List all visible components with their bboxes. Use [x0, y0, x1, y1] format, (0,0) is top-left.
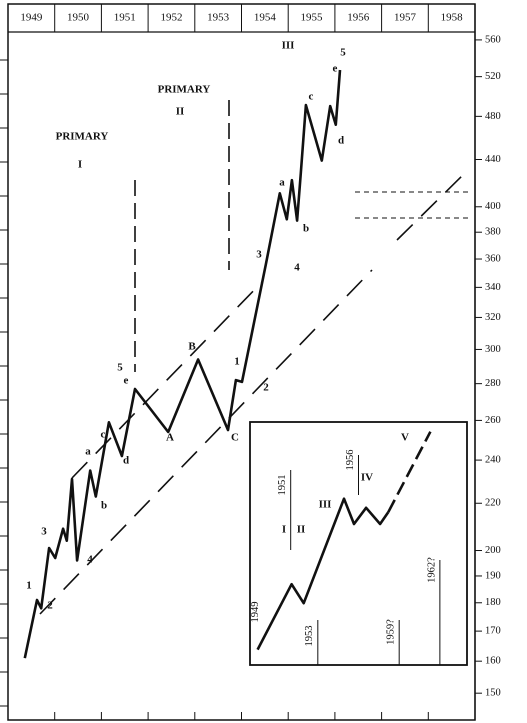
annotation: 5 — [117, 362, 123, 374]
annotation: 5 — [340, 47, 346, 59]
guide-line — [39, 269, 373, 615]
column-label: 1957 — [394, 12, 417, 24]
annotation: c — [101, 429, 106, 441]
annotation: 3 — [256, 249, 262, 261]
y-tick-label: 360 — [485, 253, 501, 264]
x-tick-label: 1949 — [250, 602, 261, 623]
x-tick-label: 1962? — [426, 557, 437, 583]
x-tick-label: 1951 — [277, 475, 288, 496]
y-tick-label: 150 — [485, 688, 501, 699]
y-tick-label: 480 — [485, 111, 501, 122]
annotation: 1 — [234, 356, 240, 368]
column-label: 1954 — [254, 12, 277, 24]
series-line — [387, 431, 432, 513]
annotation: e — [124, 375, 129, 387]
y-tick-label: 170 — [485, 626, 501, 637]
annotation: 4 — [294, 262, 300, 274]
annotation: a — [279, 177, 285, 189]
annotation: 3 — [41, 526, 47, 538]
column-label: 1956 — [347, 12, 370, 24]
annotation: PRIMARY — [158, 84, 211, 96]
inset-annotation: I — [282, 524, 286, 536]
series-line — [256, 497, 390, 651]
x-tick-label: 1956 — [345, 450, 356, 471]
annotation: d — [123, 455, 129, 467]
x-tick-label: 1953 — [304, 626, 315, 647]
annotation: A — [166, 432, 174, 444]
inset-annotation: III — [319, 499, 332, 511]
inset-annotation: IV — [361, 472, 373, 484]
annotation: c — [309, 91, 314, 103]
y-tick-label: 340 — [485, 282, 501, 293]
column-label: 1950 — [67, 12, 90, 24]
column-label: 1955 — [301, 12, 324, 24]
y-tick-label: 380 — [485, 227, 501, 238]
x-tick-label: 1959? — [386, 619, 397, 645]
y-tick-label: 440 — [485, 154, 501, 165]
column-label: 1951 — [114, 12, 136, 24]
y-tick-label: 400 — [485, 201, 501, 212]
y-tick-label: 180 — [485, 597, 501, 608]
y-tick-label: 280 — [485, 378, 501, 389]
inset-annotation: II — [297, 524, 306, 536]
annotation: C — [231, 432, 239, 444]
y-tick-label: 160 — [485, 656, 501, 667]
y-tick-label: 220 — [485, 498, 501, 509]
guide-line — [396, 169, 469, 241]
annotation: 2 — [47, 600, 53, 612]
y-tick-label: 190 — [485, 570, 501, 581]
annotation: a — [85, 446, 91, 458]
y-tick-label: 300 — [485, 344, 501, 355]
annotation: b — [101, 500, 107, 512]
annotation: 1 — [26, 580, 32, 592]
annotation: 2 — [263, 382, 269, 394]
column-label: 1949 — [20, 12, 43, 24]
y-tick-label: 240 — [485, 455, 501, 466]
annotation: PRIMARY — [56, 131, 109, 143]
y-tick-label: 320 — [485, 312, 501, 323]
column-label: 1958 — [441, 12, 464, 24]
inset-annotation: V — [401, 432, 409, 444]
annotation: d — [338, 135, 344, 147]
column-label: 1952 — [160, 12, 182, 24]
column-label: 1953 — [207, 12, 230, 24]
annotation: II — [176, 106, 185, 118]
y-tick-label: 200 — [485, 545, 501, 556]
annotation: I — [78, 159, 82, 171]
guide-line — [71, 281, 263, 479]
annotation: b — [303, 223, 309, 235]
annotation: e — [333, 63, 338, 75]
annotation: 4 — [87, 554, 93, 566]
annotation: III — [282, 40, 295, 52]
y-tick-label: 260 — [485, 415, 501, 426]
series-line — [23, 69, 342, 659]
y-tick-label: 520 — [485, 71, 501, 82]
y-tick-label: 560 — [485, 34, 501, 45]
annotation: B — [188, 341, 196, 353]
